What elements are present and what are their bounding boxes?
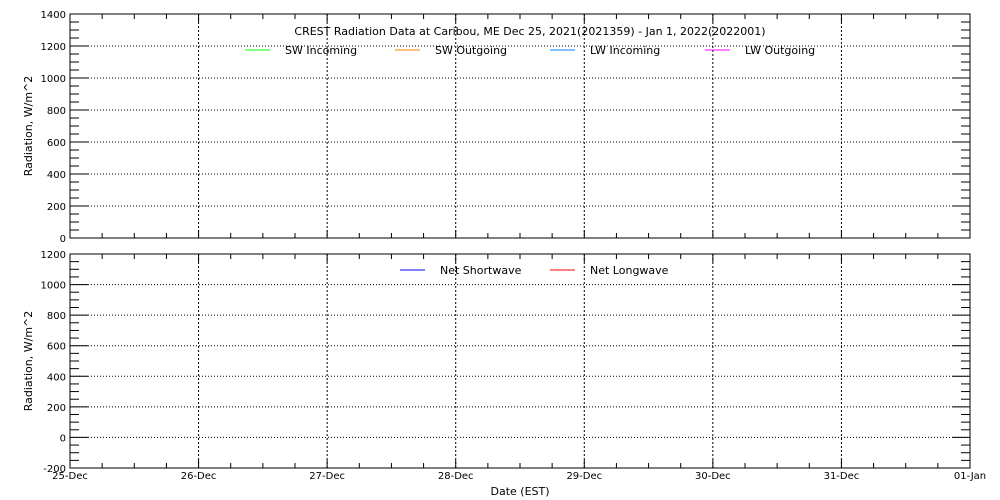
legend-label: SW Incoming (285, 44, 357, 57)
y-tick-label: 600 (47, 138, 66, 149)
x-axis-label: Date (EST) (490, 485, 549, 498)
y-tick-label: 400 (47, 372, 66, 383)
y-tick-label: 200 (47, 202, 66, 213)
legend-label: Net Longwave (590, 264, 669, 277)
panel-2: -200 0 200 400 600 800 1000 1200 Radiation, W/m^… (22, 250, 986, 498)
y-tick-label: 1200 (41, 250, 66, 261)
y-tick-label: 1000 (41, 281, 66, 292)
y-tick-label: -200 (43, 464, 66, 475)
legend-label: LW Outgoing (745, 44, 815, 57)
y-tick-label: 800 (47, 311, 66, 322)
legend-label: SW Outgoing (435, 44, 507, 57)
y-tick-label: 600 (47, 342, 66, 353)
plot-frame (69, 253, 971, 469)
y-tick-label: 0 (60, 433, 66, 444)
y-tick-label: 400 (47, 170, 66, 181)
x-tick-label: 30-Dec (695, 471, 731, 482)
x-tick-label: 28-Dec (438, 471, 474, 482)
legend-label: LW Incoming (590, 44, 660, 57)
y-tick-label: 1200 (41, 42, 66, 53)
x-tick-label: 01-Jan (954, 471, 986, 482)
chart-title: CREST Radiation Data at Caribou, ME Dec … (294, 25, 765, 38)
panel-1: 0 200 400 600 800 1000 1200 1400 Radiation, W/m^… (22, 10, 971, 245)
plot-frame (69, 13, 971, 239)
y-tick-label: 1400 (41, 10, 66, 21)
y-axis-label: Radiation, W/m^2 (22, 76, 35, 177)
x-tick-label: 31-Dec (824, 471, 860, 482)
x-tick-label: 27-Dec (309, 471, 345, 482)
y-tick-label: 800 (47, 106, 66, 117)
x-tick-label: 26-Dec (181, 471, 217, 482)
x-tick-label: 29-Dec (566, 471, 602, 482)
y-tick-label: 0 (60, 234, 66, 245)
legend-label: Net Shortwave (440, 264, 522, 277)
y-tick-label: 1000 (41, 74, 66, 85)
y-axis-label: Radiation, W/m^2 (22, 311, 35, 412)
y-tick-label: 200 (47, 403, 66, 414)
x-tick-label: 25-Dec (52, 471, 88, 482)
